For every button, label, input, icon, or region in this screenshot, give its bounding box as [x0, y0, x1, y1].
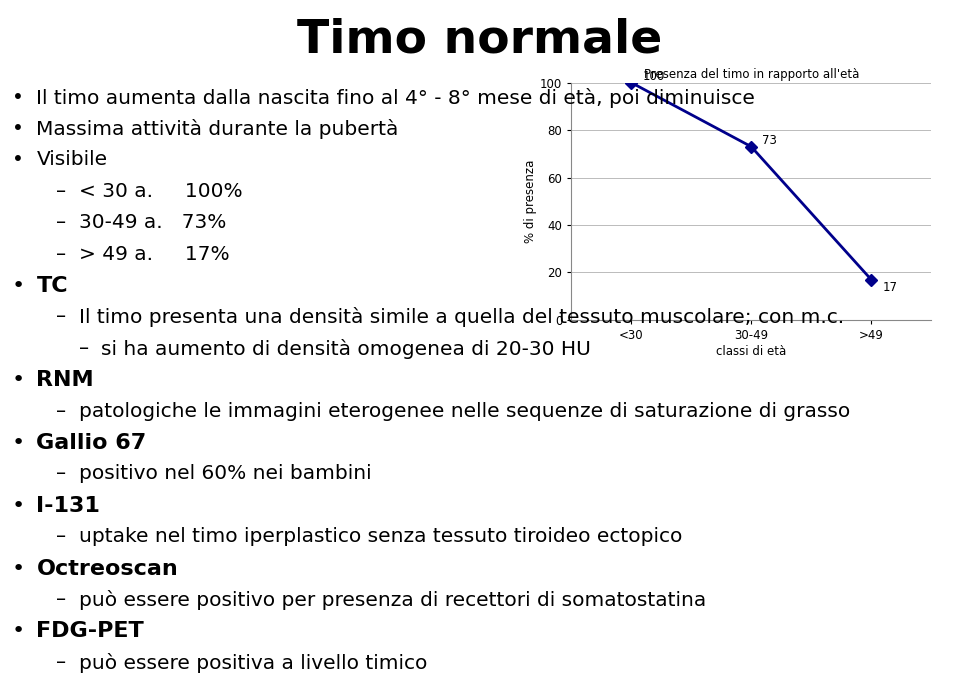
Text: –: –	[79, 339, 89, 358]
Text: Il timo aumenta dalla nascita fino al 4° - 8° mese di età, poi diminuisce: Il timo aumenta dalla nascita fino al 4°…	[36, 87, 756, 107]
Text: 100: 100	[642, 69, 664, 83]
Text: TC: TC	[36, 276, 68, 296]
Text: –: –	[56, 402, 66, 420]
Text: –: –	[56, 653, 66, 672]
Text: •: •	[12, 370, 25, 390]
Text: 30-49 a.   73%: 30-49 a. 73%	[79, 213, 227, 233]
Text: I-131: I-131	[36, 496, 101, 516]
Text: •: •	[12, 87, 23, 107]
Text: •: •	[12, 496, 25, 516]
Text: •: •	[12, 119, 23, 138]
Title: Presenza del timo in rapporto all'età: Presenza del timo in rapporto all'età	[643, 68, 859, 81]
Text: –: –	[56, 464, 66, 484]
X-axis label: classi di età: classi di età	[716, 345, 786, 358]
Text: può essere positiva a livello timico: può essere positiva a livello timico	[79, 653, 427, 673]
Text: –: –	[56, 527, 66, 546]
Text: –: –	[56, 245, 66, 264]
Text: Timo normale: Timo normale	[298, 17, 662, 62]
Text: uptake nel timo iperplastico senza tessuto tiroideo ectopico: uptake nel timo iperplastico senza tessu…	[79, 527, 683, 546]
Text: Il timo presenta una densità simile a quella del tessuto muscolare; con m.c.: Il timo presenta una densità simile a qu…	[79, 308, 844, 327]
Text: Massima attività durante la pubertà: Massima attività durante la pubertà	[36, 119, 398, 139]
Text: RNM: RNM	[36, 370, 94, 390]
Text: 73: 73	[762, 134, 778, 147]
Y-axis label: % di presenza: % di presenza	[524, 160, 538, 243]
Text: •: •	[12, 433, 25, 453]
Text: •: •	[12, 276, 25, 296]
Text: •: •	[12, 621, 25, 641]
Text: patologiche le immagini eterogenee nelle sequenze di saturazione di grasso: patologiche le immagini eterogenee nelle…	[79, 402, 850, 420]
Text: Gallio 67: Gallio 67	[36, 433, 147, 453]
Text: Visibile: Visibile	[36, 151, 108, 169]
Text: –: –	[56, 182, 66, 201]
Text: positivo nel 60% nei bambini: positivo nel 60% nei bambini	[79, 464, 372, 484]
Text: –: –	[56, 590, 66, 609]
Text: –: –	[56, 308, 66, 327]
Text: Octreoscan: Octreoscan	[36, 559, 179, 579]
Text: < 30 a.     100%: < 30 a. 100%	[79, 182, 242, 201]
Text: può essere positivo per presenza di recettori di somatostatina: può essere positivo per presenza di rece…	[79, 590, 706, 610]
Text: –: –	[56, 213, 66, 233]
Text: > 49 a.     17%: > 49 a. 17%	[79, 245, 229, 264]
Text: si ha aumento di densità omogenea di 20-30 HU: si ha aumento di densità omogenea di 20-…	[101, 339, 590, 359]
Text: •: •	[12, 151, 23, 169]
Text: •: •	[12, 559, 25, 579]
Text: FDG-PET: FDG-PET	[36, 621, 144, 641]
Text: 17: 17	[882, 281, 898, 294]
